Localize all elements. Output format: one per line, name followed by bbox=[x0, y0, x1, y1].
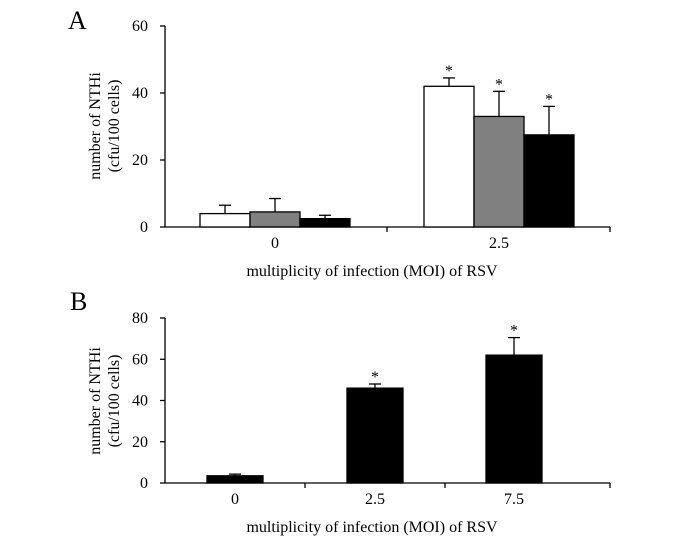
panel-b-y-tick-label: 40 bbox=[132, 393, 148, 410]
panel-a-bar-black bbox=[523, 134, 575, 228]
panel-b-y-tick-label: 80 bbox=[132, 310, 148, 327]
panel-b-ylabel-line1: number of NTHi bbox=[87, 347, 104, 455]
panel-b-letter: B bbox=[70, 287, 87, 316]
panel-a-bar-white bbox=[199, 212, 251, 228]
panel-b-category-label: 0 bbox=[231, 491, 239, 508]
panel-a-y-tick-label: 60 bbox=[132, 18, 148, 35]
panel-a-y-tick-label: 20 bbox=[132, 152, 148, 169]
panel-a-y-tick-label: 0 bbox=[140, 219, 148, 236]
panel-a-bar-white bbox=[423, 85, 475, 228]
panel-b-y-tick-label: 0 bbox=[140, 475, 148, 492]
panel-b-xlabel: multiplicity of infection (MOI) of RSV bbox=[246, 519, 498, 536]
panel-a-significance-marker: * bbox=[545, 91, 553, 108]
panel-a-xlabel: multiplicity of infection (MOI) of RSV bbox=[246, 263, 498, 280]
panel-b-ylabel-line2: (cfu/100 cells) bbox=[106, 355, 123, 448]
panel-a-bar-black bbox=[299, 217, 351, 228]
panel-a-y-tick-label: 40 bbox=[132, 85, 148, 102]
panel-a-ylabel-line2: (cfu/100 cells) bbox=[106, 80, 123, 173]
panel-b-bar-black bbox=[206, 475, 264, 484]
panel-a-significance-marker: * bbox=[445, 63, 453, 80]
panel-b-bar-black bbox=[485, 354, 543, 484]
panel-a-letter: A bbox=[68, 6, 87, 35]
panel-b-category-label: 2.5 bbox=[365, 491, 385, 508]
panel-a-category-label: 2.5 bbox=[489, 235, 509, 252]
panel-a-bar-gray bbox=[473, 115, 525, 228]
panel-a-category-label: 0 bbox=[271, 235, 279, 252]
panel-b-significance-marker: * bbox=[371, 369, 379, 386]
panel-b-y-tick-label: 60 bbox=[132, 351, 148, 368]
panel-b-significance-marker: * bbox=[510, 323, 518, 340]
panel-b-bar-black bbox=[346, 387, 404, 484]
panel-b-y-tick-label: 20 bbox=[132, 434, 148, 451]
panel-a-ylabel-line1: number of NTHi bbox=[87, 72, 104, 180]
panel-a-plot: 0 20 40 60 0 2.5 * * * bbox=[132, 18, 611, 252]
panel-a-significance-marker: * bbox=[495, 76, 503, 93]
panel-b-plot: 0 20 40 60 80 0 2.5 7.5 * * bbox=[132, 310, 611, 508]
panel-b-category-label: 7.5 bbox=[504, 491, 524, 508]
panel-a-bar-gray bbox=[249, 211, 301, 228]
